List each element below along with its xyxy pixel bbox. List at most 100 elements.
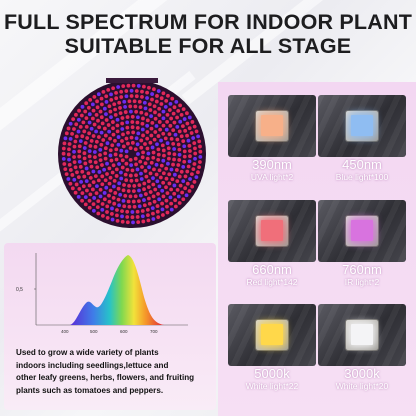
led-dot <box>164 127 169 132</box>
led-dot <box>175 179 180 184</box>
led-dot <box>198 160 202 164</box>
led-dot <box>175 115 179 120</box>
led-dot <box>182 159 187 164</box>
led-dot <box>155 179 160 184</box>
led-dot <box>188 154 192 159</box>
led-dot <box>95 165 100 170</box>
led-dot <box>88 97 93 102</box>
led-dot <box>128 146 133 151</box>
led-dot <box>187 189 192 193</box>
led-dot <box>172 147 177 151</box>
led-dot <box>120 121 125 126</box>
led-dot <box>103 151 108 156</box>
led-dot <box>138 193 143 198</box>
led-dot <box>173 204 178 209</box>
led-dot <box>175 187 180 192</box>
led-panel-disc <box>58 78 206 228</box>
led-dot <box>109 158 114 163</box>
led-dot <box>177 129 182 134</box>
led-dot <box>140 155 145 160</box>
led-dot <box>122 183 126 187</box>
led-dot <box>67 147 71 152</box>
led-dot <box>100 207 105 212</box>
led-dot <box>139 138 144 143</box>
led-dot <box>186 138 191 143</box>
led-dot <box>192 141 197 146</box>
led-dot <box>166 161 170 166</box>
led-dot <box>153 187 158 192</box>
led-dot <box>187 159 192 164</box>
led-dot <box>84 166 89 171</box>
led-dot <box>141 116 145 121</box>
led-dot <box>76 129 81 134</box>
led-dot <box>160 201 164 206</box>
led-dot <box>156 215 161 220</box>
led-dot <box>169 187 174 192</box>
led-dot <box>77 108 81 113</box>
led-dot <box>78 124 83 129</box>
led-dot <box>114 167 119 172</box>
led-dot <box>68 137 73 141</box>
led-dot <box>131 130 136 135</box>
led-dot <box>91 180 96 185</box>
led-dot <box>181 197 186 202</box>
led-dot <box>146 213 150 218</box>
led-dot <box>111 120 115 124</box>
led-dot <box>169 201 174 206</box>
led-dot <box>101 214 105 218</box>
led-dot <box>176 163 181 167</box>
led-dot <box>130 168 135 173</box>
led-dot <box>137 204 142 209</box>
led-dot <box>93 174 98 179</box>
led-dot <box>92 94 97 99</box>
led-dot <box>163 104 168 109</box>
led-dot <box>98 109 103 114</box>
led-dot <box>92 122 97 127</box>
led-dot <box>104 100 109 104</box>
spectrum-curve <box>70 255 164 325</box>
led-dot <box>132 99 137 104</box>
led-dot <box>145 96 149 100</box>
led-dot <box>115 123 120 128</box>
led-dot <box>61 146 66 151</box>
led-dot <box>103 146 108 151</box>
led-dot <box>67 142 72 146</box>
led-dot <box>85 136 90 140</box>
led-dot <box>110 206 114 211</box>
led-dot <box>136 152 140 156</box>
title-line-2: SUITABLE FOR ALL STAGE <box>64 34 352 58</box>
led-dot <box>110 143 115 148</box>
led-dot <box>108 153 113 158</box>
led-dot <box>135 142 140 147</box>
led-dot <box>173 132 178 137</box>
led-dot <box>62 141 67 146</box>
led-dot <box>197 165 202 170</box>
led-dot <box>108 136 112 141</box>
led-dot <box>148 140 153 145</box>
led-dot <box>164 166 169 171</box>
led-dot <box>123 105 127 109</box>
led-dot <box>88 192 93 197</box>
led-dot <box>130 140 135 145</box>
led-dot <box>142 198 146 202</box>
led-dot <box>179 169 184 174</box>
led-dot <box>94 129 98 134</box>
led-dot <box>161 109 166 114</box>
led-dot <box>174 168 179 172</box>
led-dot <box>71 117 76 122</box>
led-dot <box>185 181 190 186</box>
led-dot <box>120 214 124 219</box>
chip-die <box>351 115 373 136</box>
led-dot <box>192 162 197 166</box>
led-dot <box>100 182 105 187</box>
title-line-1: FULL SPECTRUM FOR INDOOR PLANT <box>3 10 413 34</box>
led-dot <box>152 167 156 172</box>
led-dot <box>86 171 91 176</box>
led-dot <box>95 99 99 104</box>
led-dot <box>154 99 159 104</box>
x-tick-label: 700 <box>150 329 158 334</box>
led-dot <box>101 89 106 94</box>
led-dot <box>92 150 97 154</box>
led-dot <box>157 197 162 202</box>
led-dot <box>146 218 151 223</box>
